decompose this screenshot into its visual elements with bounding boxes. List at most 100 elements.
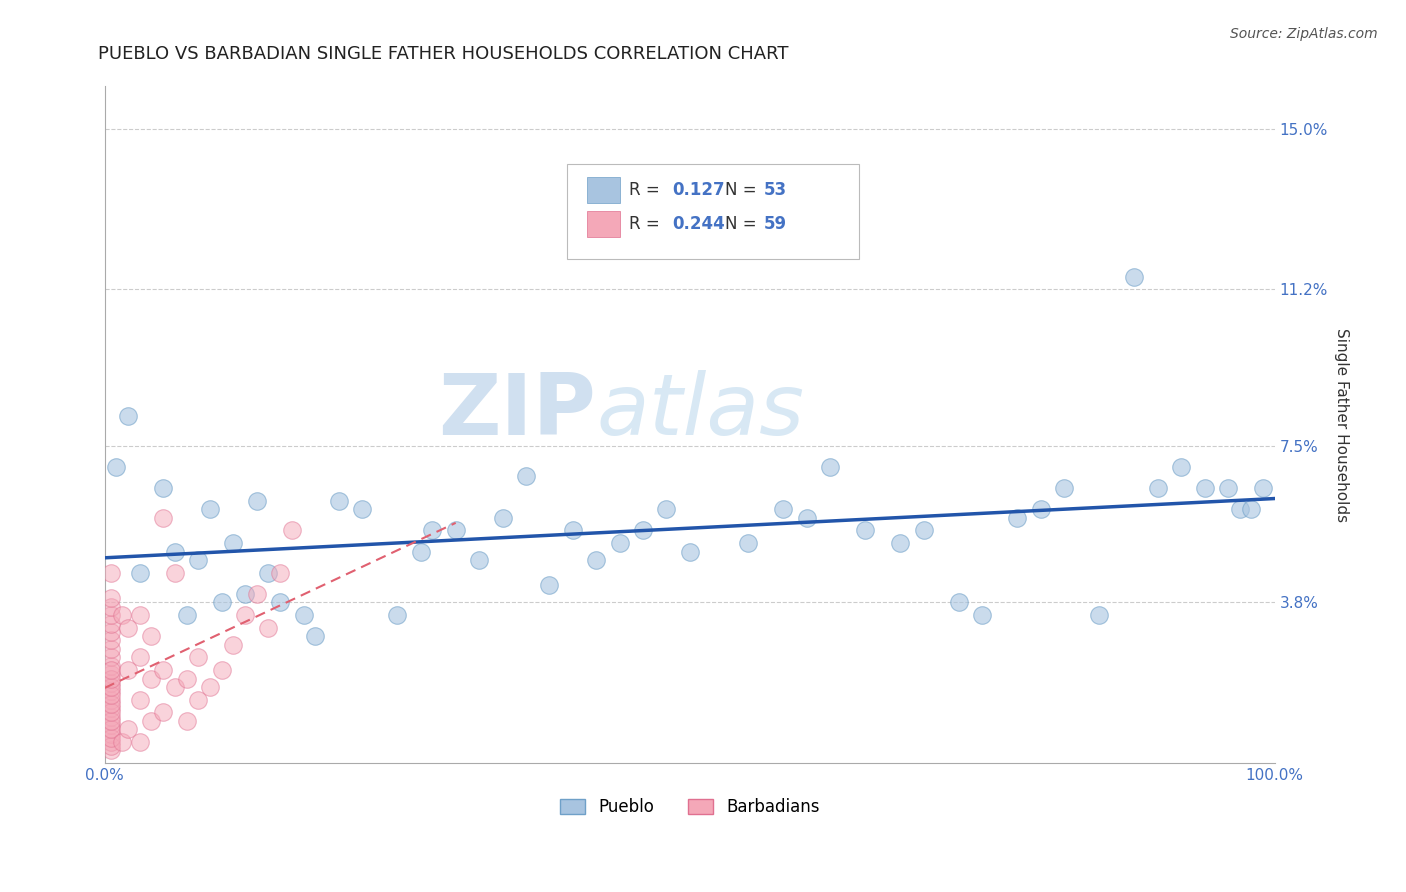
Point: [187, 650, 209, 665]
Point: [257, 566, 280, 580]
Point: [1088, 608, 1111, 623]
Point: [100, 680, 122, 694]
Point: [100, 599, 122, 614]
Text: R =: R =: [628, 215, 665, 233]
Point: [420, 524, 443, 538]
Point: [100, 650, 122, 665]
Point: [515, 468, 537, 483]
Point: [198, 680, 221, 694]
Point: [631, 524, 654, 538]
Point: [538, 578, 561, 592]
Point: [100, 714, 122, 728]
Point: [111, 608, 134, 623]
Text: Source: ZipAtlas.com: Source: ZipAtlas.com: [1230, 27, 1378, 41]
Text: N =: N =: [725, 215, 762, 233]
Point: [1170, 460, 1192, 475]
Point: [246, 494, 269, 508]
Legend: Pueblo, Barbadians: Pueblo, Barbadians: [554, 791, 827, 822]
Point: [152, 510, 174, 524]
Point: [246, 587, 269, 601]
Point: [1240, 502, 1263, 516]
Text: 53: 53: [763, 181, 786, 199]
Point: [772, 502, 794, 516]
Point: [1007, 510, 1029, 524]
Point: [100, 684, 122, 698]
Point: [141, 672, 163, 686]
Point: [948, 595, 970, 609]
Point: [117, 723, 139, 737]
Point: [1053, 481, 1076, 495]
Point: [100, 692, 122, 706]
Point: [152, 663, 174, 677]
Text: atlas: atlas: [596, 369, 804, 453]
Point: [1123, 269, 1146, 284]
Point: [128, 692, 150, 706]
Point: [163, 544, 186, 558]
Point: [292, 608, 315, 623]
Point: [468, 553, 491, 567]
Point: [100, 701, 122, 715]
Point: [198, 502, 221, 516]
Point: [257, 621, 280, 635]
Point: [912, 524, 935, 538]
Point: [679, 544, 702, 558]
Y-axis label: Single Father Households: Single Father Households: [1334, 327, 1348, 522]
Point: [100, 726, 122, 740]
Point: [491, 510, 513, 524]
Point: [100, 718, 122, 732]
Point: [100, 709, 122, 723]
Point: [128, 650, 150, 665]
Point: [100, 706, 122, 720]
Point: [100, 672, 122, 686]
Point: [100, 739, 122, 754]
Point: [100, 591, 122, 606]
Point: [737, 536, 759, 550]
Text: 0.244: 0.244: [672, 215, 725, 233]
Text: PUEBLO VS BARBADIAN SINGLE FATHER HOUSEHOLDS CORRELATION CHART: PUEBLO VS BARBADIAN SINGLE FATHER HOUSEH…: [98, 45, 789, 62]
Point: [100, 735, 122, 749]
Point: [141, 714, 163, 728]
Point: [176, 672, 198, 686]
Point: [444, 524, 467, 538]
Point: [128, 566, 150, 580]
Point: [889, 536, 911, 550]
Point: [100, 608, 122, 623]
Point: [233, 608, 256, 623]
Point: [385, 608, 408, 623]
Point: [222, 638, 245, 652]
Text: 0.127: 0.127: [672, 181, 724, 199]
Point: [100, 689, 122, 703]
Point: [409, 544, 432, 558]
Point: [128, 735, 150, 749]
Point: [100, 675, 122, 690]
Point: [352, 502, 374, 516]
Point: [100, 731, 122, 745]
Point: [1251, 481, 1274, 495]
Point: [100, 633, 122, 648]
Point: [100, 625, 122, 640]
Point: [152, 481, 174, 495]
Point: [655, 502, 678, 516]
Point: [818, 460, 841, 475]
Point: [585, 553, 607, 567]
Point: [853, 524, 876, 538]
Text: 59: 59: [763, 215, 786, 233]
Point: [176, 714, 198, 728]
Point: [163, 680, 186, 694]
Text: R =: R =: [628, 181, 665, 199]
Point: [105, 460, 128, 475]
Point: [111, 735, 134, 749]
Point: [269, 595, 291, 609]
Point: [972, 608, 994, 623]
Point: [1229, 502, 1251, 516]
Point: [100, 743, 122, 757]
Point: [328, 494, 350, 508]
Point: [187, 692, 209, 706]
Text: N =: N =: [725, 181, 762, 199]
Point: [152, 706, 174, 720]
Text: ZIP: ZIP: [439, 369, 596, 453]
Point: [304, 629, 326, 643]
Point: [281, 524, 304, 538]
Point: [100, 658, 122, 673]
Point: [609, 536, 631, 550]
